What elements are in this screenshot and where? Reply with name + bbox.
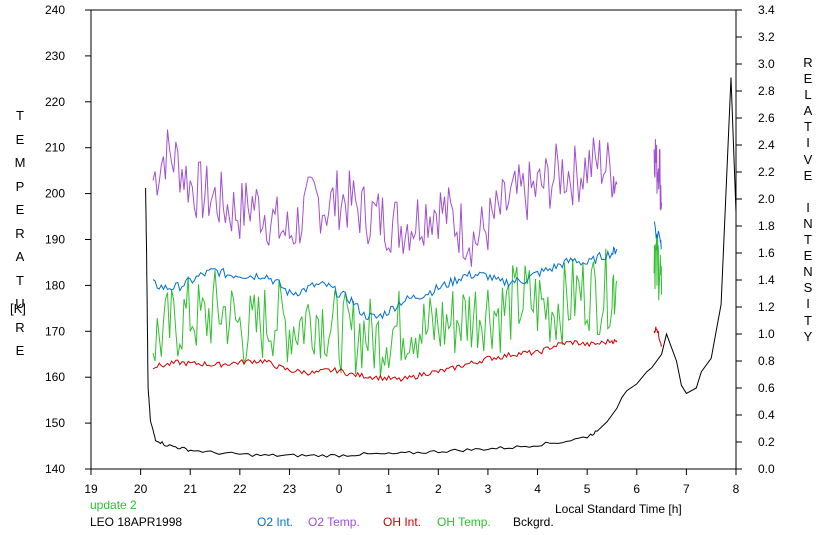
y-axis-right-letter: I [806, 296, 810, 312]
x-tick-label: 8 [733, 482, 740, 496]
x-tick-label: 20 [134, 482, 148, 496]
y-axis-right-letter: I [806, 199, 810, 215]
y-left-tick-label: 200 [45, 187, 65, 201]
y-right-tick-label: 2.6 [758, 111, 775, 125]
y-axis-right-letter: T [804, 119, 812, 135]
legend-item: OH Int. [383, 515, 422, 529]
y-left-tick-label: 240 [45, 3, 65, 17]
y-axis-right-letter: N [803, 215, 813, 231]
y-axis-right-letter: L [804, 87, 812, 103]
y-axis-left-letter: U [15, 296, 25, 311]
y-right-tick-label: 0.6 [758, 381, 775, 395]
y-right-tick-label: 3.2 [758, 30, 775, 44]
y-right-tick-label: 1.2 [758, 300, 775, 314]
legend-item: O2 Int. [257, 515, 294, 529]
x-axis-ticks: 19 20 21 22 23 0 1 2 3 4 5 6 7 8 [84, 469, 740, 496]
y-right-tick-label: 1.6 [758, 246, 775, 260]
y-axis-left-unit: [K] [10, 301, 26, 316]
y-axis-left-letter: A [15, 249, 25, 264]
left-axis-ticks: 140 150 160 170 180 190 200 210 220 230 240 [45, 3, 91, 476]
x-tick-label: 3 [485, 482, 492, 496]
y-right-tick-label: 3.0 [758, 57, 775, 71]
series-line-oh-temp [653, 234, 663, 301]
x-tick-label: 4 [534, 482, 541, 496]
station-date: LEO 18APR1998 [90, 515, 183, 529]
y-axis-right-letter: I [806, 135, 810, 151]
y-axis-left-letter: T [16, 272, 24, 288]
y-left-tick-label: 170 [45, 324, 65, 338]
y-right-tick-label: 1.8 [758, 219, 775, 233]
y-right-tick-label: 0.8 [758, 354, 775, 368]
y-left-tick-label: 220 [45, 95, 65, 109]
update-note: update 2 [90, 498, 137, 512]
y-right-tick-label: 2.8 [758, 84, 775, 98]
y-axis-right-letter: A [803, 103, 813, 119]
y-axis-right-letter [801, 184, 815, 200]
y-right-tick-label: 0.4 [758, 408, 775, 422]
y-axis-left-letter: E [15, 131, 25, 147]
y-axis-left-letter: M [14, 155, 26, 170]
series-line-bckgrd [145, 77, 737, 458]
y-axis-right-letter: V [803, 151, 813, 167]
y-axis-right-letter: T [804, 312, 812, 328]
y-left-tick-label: 150 [45, 416, 65, 430]
series-line-o2-temp [653, 139, 663, 211]
y-axis-right-letter: E [803, 248, 813, 264]
y-right-tick-label: 2.4 [758, 138, 775, 152]
y-right-tick-label: 0.0 [758, 462, 775, 476]
y-axis-left-letter: E [15, 343, 25, 358]
x-tick-label: 23 [283, 482, 297, 496]
right-axis-ticks: 0.0 0.2 0.4 0.6 0.8 1.0 1.2 1.4 1.6 1.8 2.0 2.2 2.4 2… [736, 3, 775, 476]
y-axis-right-letter: Y [803, 328, 813, 344]
x-tick-label: 0 [336, 482, 343, 496]
x-tick-label: 19 [84, 482, 98, 496]
y-axis-left-letter: R [15, 319, 25, 335]
x-tick-label: 2 [435, 482, 442, 496]
y-left-tick-label: 190 [45, 233, 65, 247]
y-right-tick-label: 3.4 [758, 3, 775, 17]
y-right-tick-label: 0.2 [758, 435, 775, 449]
y-right-tick-label: 2.2 [758, 165, 775, 179]
x-tick-label: 1 [385, 482, 392, 496]
x-tick-label: 5 [584, 482, 591, 496]
y-left-tick-label: 160 [45, 370, 65, 384]
y-left-tick-label: 140 [45, 462, 65, 476]
x-tick-label: 22 [233, 482, 247, 496]
y-left-tick-label: 230 [45, 49, 65, 63]
y-axis-left-letter: T [16, 108, 24, 123]
series-line-o2-int [653, 221, 663, 251]
y-axis-right-letter: E [803, 167, 813, 183]
series-layer [145, 77, 737, 458]
y-axis-left-letter: P [15, 178, 25, 194]
series-line-oh-temp [152, 248, 618, 378]
series-line-o2-int [152, 245, 618, 321]
series-line-oh-int [152, 338, 618, 383]
legend-item: OH Temp. [437, 515, 491, 529]
y-right-tick-label: 1.0 [758, 327, 775, 341]
y-right-tick-label: 1.4 [758, 273, 775, 287]
legend-item: Bckgrd. [513, 515, 554, 529]
y-axis-right-letter: R [803, 55, 813, 70]
x-axis-label: Local Standard Time [h] [555, 502, 682, 516]
y-axis-right-letter: S [803, 280, 813, 296]
y-left-tick-label: 210 [45, 141, 65, 155]
y-axis-right-letter: E [803, 71, 813, 87]
y-right-tick-label: 2.0 [758, 192, 775, 206]
series-line-oh-int [653, 326, 663, 348]
x-tick-label: 7 [683, 482, 690, 496]
series-line-o2-temp [152, 129, 618, 267]
y-axis-left-letter: E [15, 202, 25, 217]
y-axis-left-letter: R [15, 225, 25, 241]
x-tick-label: 6 [633, 482, 640, 496]
legend-item: O2 Temp. [308, 515, 360, 529]
y-left-tick-label: 180 [45, 278, 65, 292]
x-tick-label: 21 [184, 482, 198, 496]
y-axis-right-letter: T [804, 232, 812, 248]
y-axis-right-letter: N [803, 264, 813, 280]
